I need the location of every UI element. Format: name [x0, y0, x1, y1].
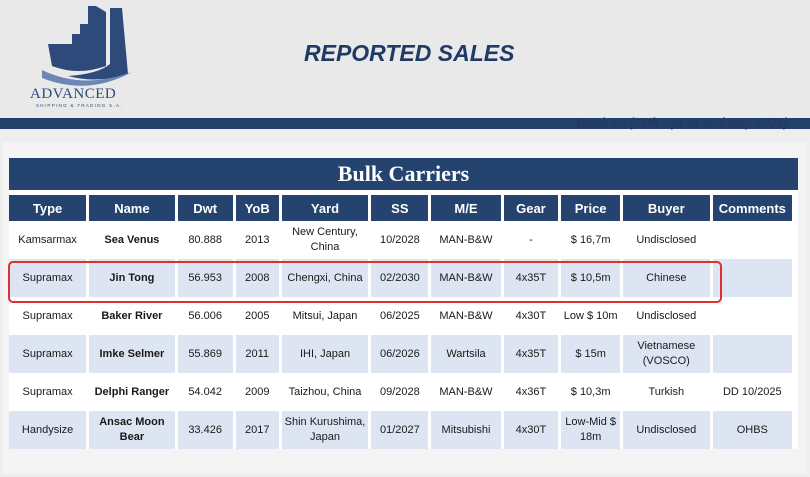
cell-gear: 4x36T — [503, 373, 559, 411]
cell-yob: 2011 — [235, 335, 279, 373]
cell-gear: - — [503, 221, 559, 259]
table-row: Supramax Imke Selmer 55.869 2011 IHI, Japan 0… — [9, 335, 792, 373]
column-header-dwt: Dwt — [177, 195, 233, 221]
cell-yard: Chengxi, China — [281, 259, 369, 297]
column-header-yard: Yard — [281, 195, 369, 221]
cell-ss: 10/2028 — [371, 221, 429, 259]
column-header-ss: SS — [371, 195, 429, 221]
page-title: REPORTED SALES — [304, 40, 515, 66]
cell-type: Supramax — [9, 373, 87, 411]
cell-dwt: 55.869 — [177, 335, 233, 373]
column-header-name: Name — [89, 195, 175, 221]
cell-buyer: Undisclosed — [622, 297, 710, 335]
ship-logo-icon — [42, 6, 132, 86]
cell-ss: 06/2026 — [371, 335, 429, 373]
report-header: ADVANCED SHIPPING & TRADING S.A. REPORTE… — [0, 0, 810, 118]
cell-price: $ 16,7m — [561, 221, 620, 259]
cell-dwt: 33.426 — [177, 411, 233, 449]
cell-yob: 2005 — [235, 297, 279, 335]
cell-yob: 2017 — [235, 411, 279, 449]
table-row: Supramax Delphi Ranger 54.042 2009 Taizhou, … — [9, 373, 792, 411]
cell-comments — [712, 335, 792, 373]
cell-buyer: Chinese — [622, 259, 710, 297]
cell-name: Baker River — [89, 297, 175, 335]
cell-comments — [712, 297, 792, 335]
cell-dwt: 56.953 — [177, 259, 233, 297]
cell-name: Imke Selmer — [89, 335, 175, 373]
column-header-price: Price — [561, 195, 620, 221]
cell-gear: 4x35T — [503, 259, 559, 297]
cell-m-e: Mitsubishi — [431, 411, 501, 449]
cell-gear: 4x30T — [503, 297, 559, 335]
cell-type: Supramax — [9, 335, 87, 373]
cell-buyer: Vietnamese (VOSCO) — [622, 335, 710, 373]
table-row: Supramax Jin Tong 56.953 2008 Chengxi, China… — [9, 259, 792, 297]
cell-type: Handysize — [9, 411, 87, 449]
column-header-buyer: Buyer — [622, 195, 710, 221]
cell-yob: 2013 — [235, 221, 279, 259]
week-range: Week 18 (25th Apr to 2nd May 2025) — [576, 116, 788, 130]
cell-yard: New Century, China — [281, 221, 369, 259]
cell-yard: IHI, Japan — [281, 335, 369, 373]
cell-yard: Mitsui, Japan — [281, 297, 369, 335]
cell-buyer: Undisclosed — [622, 411, 710, 449]
cell-price: Low $ 10m — [561, 297, 620, 335]
cell-yob: 2009 — [235, 373, 279, 411]
cell-comments — [712, 259, 792, 297]
table-row: Kamsarmax Sea Venus 80.888 2013 New Century,… — [9, 221, 792, 259]
cell-comments — [712, 221, 792, 259]
cell-buyer: Turkish — [622, 373, 710, 411]
sales-table-container: Bulk Carriers Type Name Dwt YoB Yard SS M/E Gea… — [9, 158, 798, 449]
cell-ss: 01/2027 — [371, 411, 429, 449]
cell-m-e: MAN-B&W — [431, 297, 501, 335]
cell-gear: 4x35T — [503, 335, 559, 373]
logo-subtitle: SHIPPING & TRADING S.A. — [36, 103, 123, 108]
cell-name: Sea Venus — [89, 221, 175, 259]
cell-price: Low-Mid $ 18m — [561, 411, 620, 449]
cell-yob: 2008 — [235, 259, 279, 297]
cell-m-e: MAN-B&W — [431, 259, 501, 297]
cell-type: Supramax — [9, 259, 87, 297]
header-rule — [0, 118, 810, 129]
cell-yard: Shin Kurushima, Japan — [281, 411, 369, 449]
cell-buyer: Undisclosed — [622, 221, 710, 259]
column-header-yob: YoB — [235, 195, 279, 221]
cell-comments: DD 10/2025 — [712, 373, 792, 411]
cell-ss: 06/2025 — [371, 297, 429, 335]
table-row: Handysize Ansac Moon Bear 33.426 2017 Shin K… — [9, 411, 792, 449]
column-header-comments: Comments — [712, 195, 792, 221]
cell-price: $ 10,3m — [561, 373, 620, 411]
cell-price: $ 15m — [561, 335, 620, 373]
column-header-gear: Gear — [503, 195, 559, 221]
cell-name: Delphi Ranger — [89, 373, 175, 411]
cell-price: $ 10,5m — [561, 259, 620, 297]
cell-m-e: Wartsila — [431, 335, 501, 373]
cell-dwt: 54.042 — [177, 373, 233, 411]
table-header-row: Type Name Dwt YoB Yard SS M/E Gear Price Buyer Com… — [9, 195, 792, 221]
cell-m-e: MAN-B&W — [431, 221, 501, 259]
cell-gear: 4x30T — [503, 411, 559, 449]
sales-table: Type Name Dwt YoB Yard SS M/E Gear Price Buyer Com… — [6, 195, 795, 449]
cell-type: Supramax — [9, 297, 87, 335]
cell-dwt: 80.888 — [177, 221, 233, 259]
cell-ss: 02/2030 — [371, 259, 429, 297]
table-banner: Bulk Carriers — [9, 158, 798, 190]
cell-name: Jin Tong — [89, 259, 175, 297]
cell-yard: Taizhou, China — [281, 373, 369, 411]
column-header-type: Type — [9, 195, 87, 221]
cell-name: Ansac Moon Bear — [89, 411, 175, 449]
column-header-m-e: M/E — [431, 195, 501, 221]
cell-comments: OHBS — [712, 411, 792, 449]
table-row: Supramax Baker River 56.006 2005 Mitsui, Jap… — [9, 297, 792, 335]
cell-type: Kamsarmax — [9, 221, 87, 259]
logo-wordmark: ADVANCED — [30, 86, 117, 102]
cell-dwt: 56.006 — [177, 297, 233, 335]
cell-ss: 09/2028 — [371, 373, 429, 411]
cell-m-e: MAN-B&W — [431, 373, 501, 411]
